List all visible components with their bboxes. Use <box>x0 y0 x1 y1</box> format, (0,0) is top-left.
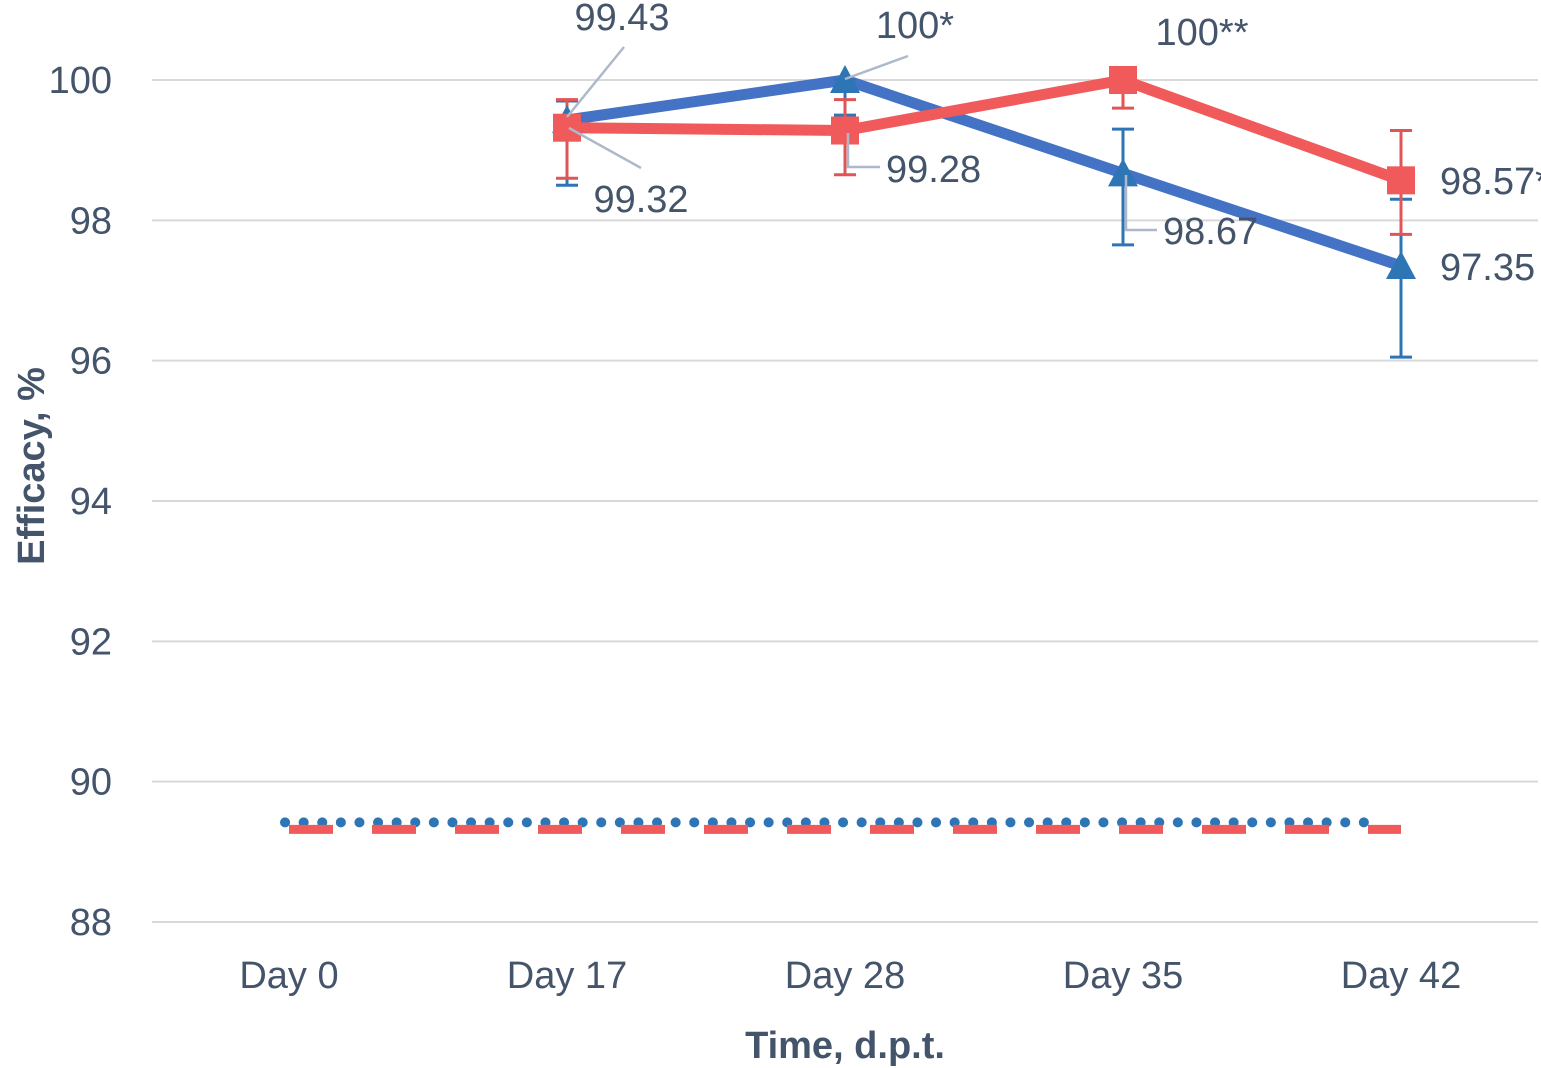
y-tick-label: 98 <box>70 200 112 242</box>
data-label-red: 99.28 <box>886 149 981 191</box>
y-tick-label: 94 <box>70 481 112 523</box>
data-label-blue: 100* <box>876 5 954 47</box>
square-marker <box>553 113 581 142</box>
data-label-leader-blue <box>566 46 625 118</box>
y-tick-label: 90 <box>70 762 112 804</box>
y-tick-label: 88 <box>70 902 112 944</box>
data-label-blue: 97.35 <box>1440 247 1535 289</box>
data-label-red: 98.57* <box>1440 161 1541 203</box>
x-tick-label: Day 42 <box>1341 955 1461 997</box>
y-axis-title: Efficacy, % <box>11 367 53 565</box>
square-marker <box>831 116 859 145</box>
data-label-leader-red <box>846 133 880 169</box>
y-tick-label: 92 <box>70 621 112 663</box>
x-axis-title: Time, d.p.t. <box>745 1025 945 1067</box>
series-line-red <box>566 74 1403 186</box>
y-tick-label: 100 <box>49 60 112 102</box>
data-label-leader-blue <box>844 54 909 81</box>
triangle-marker <box>1386 250 1416 279</box>
data-label-red: 99.32 <box>593 179 688 221</box>
square-marker <box>1109 66 1137 94</box>
data-label-leader-red <box>568 126 642 170</box>
data-label-blue: 98.67 <box>1163 211 1258 253</box>
data-label-red: 100** <box>1156 12 1249 54</box>
triangle-marker <box>1108 158 1138 187</box>
y-tick-label: 96 <box>70 341 112 383</box>
x-tick-label: Day 0 <box>239 955 338 997</box>
series-line-blue <box>566 74 1403 272</box>
data-label-leader-blue <box>1124 175 1157 232</box>
square-marker <box>1387 166 1415 195</box>
data-label-blue: 99.43 <box>574 0 669 39</box>
x-tick-label: Day 17 <box>507 955 627 997</box>
x-tick-label: Day 35 <box>1063 955 1183 997</box>
x-tick-label: Day 28 <box>785 955 905 997</box>
